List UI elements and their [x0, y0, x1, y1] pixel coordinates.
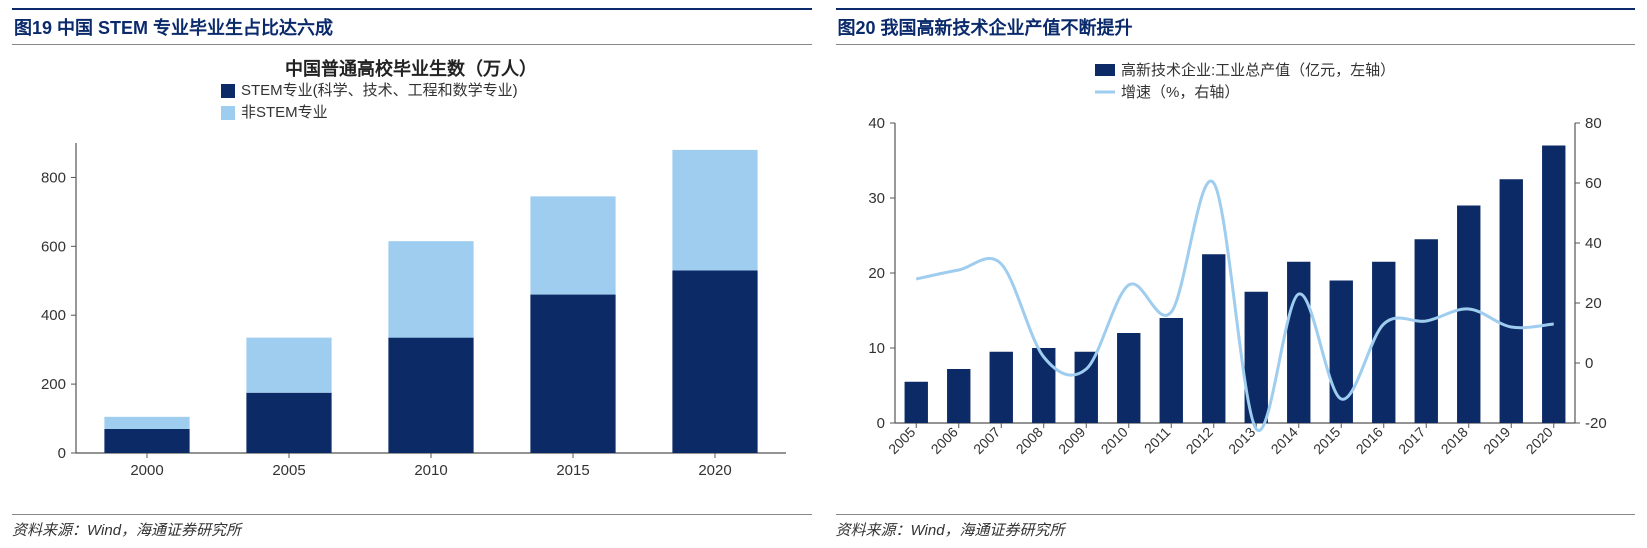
- bar-nonstem: [672, 150, 757, 271]
- panel-right: 图20 我国高新技术企业产值不断提升 高新技术企业:工业总产值（亿元，左轴） 增速…: [836, 8, 1636, 540]
- ytick-label: 0: [58, 445, 66, 462]
- bar: [1372, 262, 1395, 423]
- xtick-label: 2005: [885, 424, 918, 457]
- bar: [904, 382, 927, 423]
- bar: [1457, 206, 1480, 424]
- xtick-label: 2005: [272, 462, 305, 479]
- legend-label-stem: STEM专业(科学、技术、工程和数学专业): [241, 82, 518, 99]
- ytick-left-label: 0: [876, 415, 884, 432]
- bar-nonstem: [246, 338, 331, 393]
- xtick-label: 2008: [1012, 424, 1045, 457]
- xtick-label: 2015: [1310, 424, 1343, 457]
- ytick-label: 600: [41, 238, 66, 255]
- xtick-label: 2012: [1182, 424, 1215, 457]
- bar: [1542, 146, 1565, 424]
- source-right: 资料来源：Wind，海通证券研究所: [836, 514, 1636, 540]
- bar: [1329, 281, 1352, 424]
- ytick-right-label: 80: [1585, 115, 1602, 132]
- xtick-label: 2013: [1225, 424, 1258, 457]
- xtick-label: 2020: [698, 462, 731, 479]
- bar-nonstem: [104, 417, 189, 429]
- xtick-label: 2017: [1395, 424, 1428, 457]
- legend-label-nonstem: 非STEM专业: [241, 104, 328, 121]
- bar-nonstem: [530, 196, 615, 294]
- xtick-label: 2007: [970, 424, 1003, 457]
- ytick-right-label: 60: [1585, 175, 1602, 192]
- bar: [1287, 262, 1310, 423]
- ytick-left-label: 20: [868, 265, 885, 282]
- panel-title-left: 图19 中国 STEM 专业毕业生占比达六成: [12, 8, 812, 45]
- bar: [1117, 333, 1140, 423]
- bar-stem: [388, 338, 473, 453]
- ytick-left-label: 40: [868, 115, 885, 132]
- bar: [1202, 254, 1225, 423]
- chart-right-svg: 高新技术企业:工业总产值（亿元，左轴） 增速（%，右轴） 0 10 20 30 40 -20 0…: [840, 53, 1630, 493]
- legend-swatch-nonstem: [221, 106, 235, 120]
- xtick-label: 2014: [1267, 424, 1300, 457]
- ytick-right-label: -20: [1585, 415, 1607, 432]
- xtick-label: 2009: [1055, 424, 1088, 457]
- panel-title-right: 图20 我国高新技术企业产值不断提升: [836, 8, 1636, 45]
- xtick-label: 2011: [1140, 424, 1173, 457]
- legend-swatch-bar: [1095, 64, 1115, 76]
- legend-label-bar: 高新技术企业:工业总产值（亿元，左轴）: [1121, 61, 1395, 79]
- ytick-left-label: 10: [868, 340, 885, 357]
- ytick-label: 200: [41, 376, 66, 393]
- xtick-label: 2020: [1522, 424, 1555, 457]
- legend-label-line: 增速（%，右轴）: [1121, 84, 1239, 101]
- chart-left-svg: 中国普通高校毕业生数（万人） STEM专业(科学、技术、工程和数学专业) 非STEM…: [16, 53, 806, 493]
- bar-stem: [672, 270, 757, 453]
- bar-stem: [246, 393, 331, 453]
- ytick-left-label: 30: [868, 190, 885, 207]
- ytick-right-label: 0: [1585, 355, 1593, 372]
- bar: [989, 352, 1012, 423]
- bar-stem: [530, 295, 615, 453]
- xtick-label: 2010: [414, 462, 447, 479]
- ytick-right-label: 20: [1585, 295, 1602, 312]
- chart-area-left: 中国普通高校毕业生数（万人） STEM专业(科学、技术、工程和数学专业) 非STEM…: [16, 53, 808, 510]
- legend-swatch-stem: [221, 84, 235, 98]
- ytick-label: 400: [41, 307, 66, 324]
- chart-area-right: 高新技术企业:工业总产值（亿元，左轴） 增速（%，右轴） 0 10 20 30 40 -20 0…: [840, 53, 1632, 510]
- xtick-label: 2010: [1097, 424, 1130, 457]
- xtick-label: 2019: [1480, 424, 1513, 457]
- panel-left: 图19 中国 STEM 专业毕业生占比达六成 中国普通高校毕业生数（万人） STE…: [12, 8, 812, 540]
- bar-stem: [104, 429, 189, 453]
- xtick-label: 2016: [1352, 424, 1385, 457]
- chart-title-left: 中国普通高校毕业生数（万人）: [285, 58, 537, 79]
- xtick-label: 2015: [556, 462, 589, 479]
- bar: [1499, 179, 1522, 423]
- xtick-label: 2018: [1437, 424, 1470, 457]
- bar: [1414, 239, 1437, 423]
- bar: [1159, 318, 1182, 423]
- xtick-label: 2000: [130, 462, 163, 479]
- source-left: 资料来源：Wind，海通证券研究所: [12, 514, 812, 540]
- bar: [947, 369, 970, 423]
- bar-nonstem: [388, 241, 473, 337]
- ytick-right-label: 40: [1585, 235, 1602, 252]
- xtick-label: 2006: [927, 424, 960, 457]
- bar: [1074, 352, 1097, 423]
- ytick-label: 800: [41, 169, 66, 186]
